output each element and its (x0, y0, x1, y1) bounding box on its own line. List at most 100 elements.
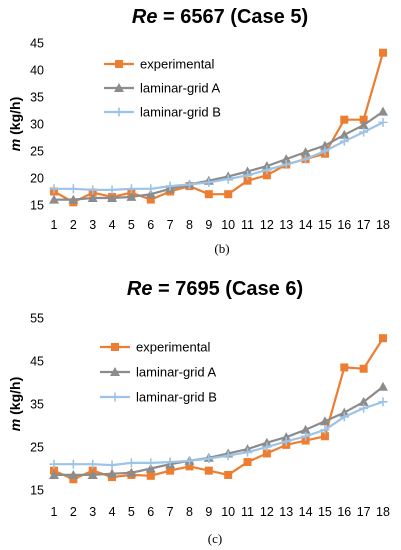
chart-2-series-2-point (145, 463, 156, 473)
chart-1-series-1-point (204, 190, 213, 199)
chart-1-series-3-point (146, 184, 156, 194)
chart-2-ytick-label: 35 (30, 398, 44, 412)
chart-1-legend-1-marker (115, 60, 123, 68)
chart-2-series-2-line (54, 385, 384, 476)
chart-1-xtick-label: 14 (299, 218, 313, 232)
chart-1-xtick-label: 4 (109, 218, 116, 232)
chart-1-title-rest: = 6567 (Case 5) (157, 6, 308, 28)
chart-1-series-2-point (319, 140, 330, 150)
chart-2-series-2-point (68, 469, 79, 479)
chart-2-series-2-point (339, 407, 350, 417)
chart-1-series-2-point (300, 147, 311, 157)
chart-2-ylabel-var: m (7, 419, 23, 431)
chart-1-ytick-label: 45 (30, 37, 44, 51)
chart-1-xtick-label: 7 (167, 218, 174, 232)
chart-1-xtick-label: 5 (128, 218, 135, 232)
chart-2-caption: (c) (208, 531, 222, 546)
chart-2-series-3-point (262, 442, 272, 452)
chart-2-series-3-point (320, 425, 330, 435)
chart-2-xtick-label: 8 (186, 505, 193, 519)
chart-2-series-3-point (243, 447, 253, 457)
chart-1-series-1-point (262, 171, 271, 180)
chart-2-xtick-label: 9 (205, 505, 212, 519)
chart-1-xtick-label: 12 (260, 218, 274, 232)
chart-1-ylabel-rest: (kg/h) (7, 97, 23, 139)
chart-2-series-2-point (281, 432, 292, 442)
chart-1-series-2-point (87, 192, 98, 202)
chart-2-xtick-label: 3 (89, 505, 96, 519)
chart-2-series-1-point (146, 471, 155, 480)
chart-2-xtick-label: 17 (357, 505, 371, 519)
chart-2-legend-1-marker (111, 343, 119, 351)
chart-2-series-2-point (87, 469, 98, 479)
chart-1-legend-3-label: laminar-grid B (140, 105, 221, 120)
chart-1-series-2-point (107, 192, 118, 202)
chart-1-title: Re = 6567 (Case 5) (132, 6, 308, 28)
chart-2-xtick-label: 15 (318, 505, 332, 519)
chart-2-series-3-point (204, 454, 214, 464)
chart-2-xtick-label: 4 (109, 505, 116, 519)
chart-2-title: Re = 7695 (Case 6) (127, 278, 303, 300)
chart-1-series-3-point (320, 146, 330, 156)
chart-2-series-3-point (107, 460, 117, 470)
chart-2-xtick-label: 1 (51, 505, 58, 519)
chart-1-xtick-label: 16 (337, 218, 351, 232)
chart-2-series-1-point (166, 466, 175, 475)
chart-2-series-2-point (358, 396, 369, 406)
chart-1-xtick-label: 6 (147, 218, 154, 232)
chart-1-series-2-point (378, 106, 388, 116)
chart-1-legend-1-label: experimental (140, 57, 215, 72)
chart-2-title-rest: = 7695 (Case 6) (152, 278, 303, 300)
chart-1-series-2-point (281, 154, 292, 164)
chart-2-series-3-point (184, 456, 194, 466)
chart-2-xtick-label: 12 (260, 505, 274, 519)
chart-2-legend-2-marker (110, 367, 120, 376)
chart-1-series-1-point (379, 48, 387, 57)
chart-2-series-1-point (69, 475, 78, 484)
chart-2-xtick-label: 11 (241, 505, 254, 519)
chart-2-xtick-label: 7 (167, 505, 174, 519)
chart-2-series-1-point (243, 458, 252, 467)
chart-2-legend-3-label: laminar-grid B (136, 390, 217, 405)
chart-1-xtick-label: 9 (205, 218, 212, 232)
chart-1-series-2-point (49, 194, 59, 204)
chart-2-series-3-point (146, 458, 156, 468)
chart-2-xtick-label: 14 (299, 505, 313, 519)
chart-1-series-2-line (54, 110, 384, 201)
chart-1-ytick-label: 20 (30, 172, 44, 186)
chart-2-ylabel-rest: (kg/h) (7, 377, 23, 419)
chart-1-series-1-point (146, 195, 155, 204)
chart-2-series-3-point (359, 403, 369, 413)
chart-2-ytick-label: 45 (30, 355, 44, 369)
chart-1-series-3-point (165, 181, 175, 191)
chart-1-series-2-point (339, 129, 350, 139)
chart-2-series-1-point (185, 462, 194, 471)
chart-1-series-3-line (54, 121, 384, 191)
chart-1-series-1-point (224, 190, 233, 199)
chart-2-series-1-point (204, 466, 213, 475)
chart-1-legend-2-label: laminar-grid A (140, 81, 221, 96)
chart-1-series-2-point (126, 191, 137, 201)
chart-1-series-3-point (243, 170, 253, 180)
chart-2-series-2-point (378, 381, 388, 391)
chart-2-xtick-label: 16 (337, 505, 351, 519)
chart-2-series-3-point (339, 412, 349, 422)
chart-2-series-3-point (165, 457, 175, 467)
chart-1-ytick-label: 30 (30, 118, 44, 132)
chart-2-series-2-point (261, 437, 272, 447)
chart-2-series-1-point (320, 432, 329, 441)
chart-1-ylabel-var: m (7, 139, 23, 151)
chart-2-legend-2-label: laminar-grid A (136, 365, 217, 380)
chart-2-series-1-point (359, 364, 368, 373)
chart-1-ytick-label: 40 (30, 64, 44, 78)
chart-1-series-3-point (301, 154, 311, 164)
chart-1-series-3-point (204, 177, 214, 187)
chart-1-series-3-point (88, 185, 98, 195)
chart-1-xtick-label: 18 (376, 218, 390, 232)
chart-2-series-3-point (301, 431, 311, 441)
chart-2-xtick-label: 2 (70, 505, 77, 519)
